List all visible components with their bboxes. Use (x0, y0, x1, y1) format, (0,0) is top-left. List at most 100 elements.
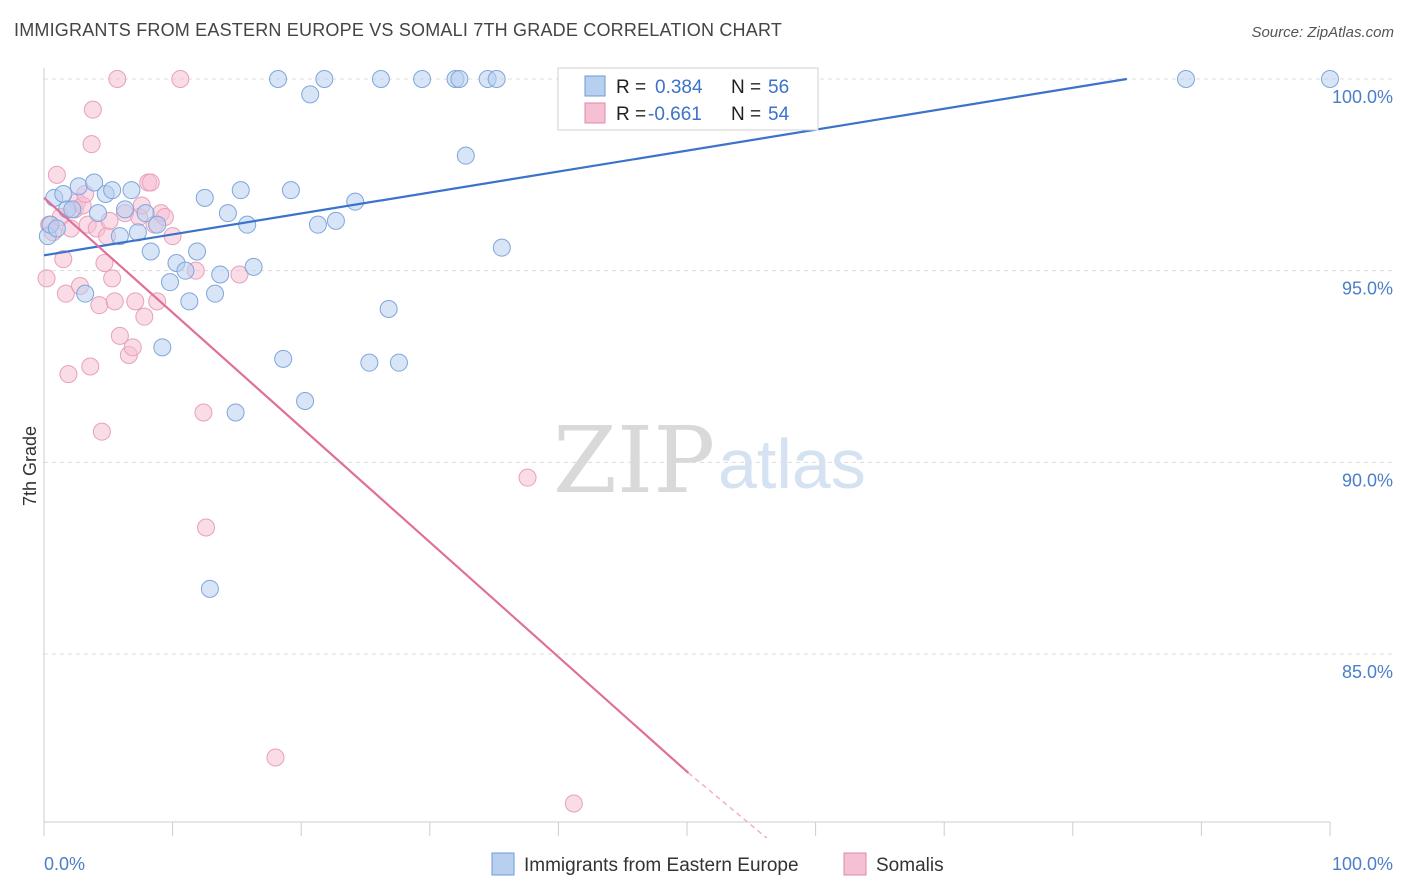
series-legend: Immigrants from Eastern Europe Somalis (491, 852, 944, 876)
somalis-point-6 (56, 284, 75, 303)
eastern-europe-point-42 (326, 211, 345, 230)
somalis-point-25 (105, 292, 124, 311)
eastern-europe-point-55 (1176, 70, 1195, 88)
somalis-trend-extension (687, 772, 768, 839)
somalis-point-27 (110, 326, 129, 345)
eastern-europe-point-39 (301, 85, 320, 104)
legend-n-value-blue: 56 (768, 77, 789, 98)
eastern-europe-point-24 (180, 292, 199, 311)
eastern-europe-point-44 (360, 353, 379, 372)
somalis-point-36 (141, 173, 160, 192)
legend-swatch-blue (584, 75, 606, 97)
eastern-europe-trend-line (43, 77, 1127, 257)
y-tick-label-0: 85.0% (1342, 662, 1393, 682)
eastern-europe-point-19 (148, 215, 167, 234)
series-legend-swatch-blue (491, 852, 515, 876)
eastern-europe-point-34 (244, 257, 263, 276)
y-tick-label-2: 95.0% (1342, 279, 1393, 299)
series-legend-label-blue: Immigrants from Eastern Europe (524, 855, 799, 876)
somalis-point-34 (135, 307, 154, 326)
eastern-europe-point-48 (413, 70, 432, 88)
somalis-point-0 (37, 269, 56, 288)
axes (43, 68, 1331, 836)
somalis-point-46 (230, 265, 249, 284)
eastern-europe-point-6 (63, 200, 82, 219)
eastern-europe-point-20 (153, 338, 172, 357)
eastern-europe-point-45 (371, 70, 390, 88)
watermark: ZIP atlas (553, 407, 866, 514)
somalis-point-45 (197, 518, 216, 537)
legend-n-value-pink: 54 (768, 104, 790, 125)
x-tick-label-1: 100.0% (1332, 854, 1393, 874)
watermark-atlas: atlas (718, 425, 866, 503)
somalis-point-20 (92, 422, 111, 441)
eastern-europe-point-4 (54, 185, 73, 203)
somalis-point-24 (103, 269, 122, 288)
eastern-europe-point-21 (161, 273, 180, 292)
somalis-trend-line (43, 197, 690, 774)
eastern-europe-point-50 (450, 70, 469, 88)
eastern-europe-point-41 (315, 70, 334, 88)
eastern-europe-point-23 (176, 261, 195, 280)
somalis-point-30 (123, 338, 142, 357)
eastern-europe-point-33 (238, 215, 257, 234)
eastern-europe-point-15 (122, 181, 141, 200)
eastern-europe-point-7 (69, 177, 88, 196)
y-tick-label-3: 100.0% (1332, 87, 1393, 107)
somalis-point-5 (54, 250, 73, 269)
eastern-europe-point-31 (226, 403, 245, 422)
chart-source: Source: ZipAtlas.com (1251, 24, 1394, 41)
eastern-europe-point-29 (211, 265, 230, 284)
somalis-point-47 (266, 748, 285, 767)
somalis-point-38 (148, 292, 167, 311)
somalis-point-3 (47, 165, 66, 184)
eastern-europe-point-10 (89, 204, 108, 223)
somalis-point-21 (95, 254, 114, 272)
grid-lines (44, 78, 1395, 655)
series-legend-swatch-pink (843, 852, 867, 876)
y-tick-label-1: 90.0% (1342, 470, 1393, 490)
eastern-europe-point-53 (487, 70, 506, 88)
somalis-point-49 (564, 794, 583, 813)
eastern-europe-point-51 (456, 146, 475, 165)
eastern-europe-point-28 (206, 284, 225, 303)
eastern-europe-point-27 (200, 579, 219, 598)
somalis-point-48 (518, 468, 537, 487)
somalis-point-44 (194, 403, 213, 422)
legend-r-value-pink: -0.661 (648, 104, 702, 125)
eastern-europe-point-36 (274, 349, 293, 368)
legend-r-label-pink: R = (616, 104, 646, 125)
somalis-point-31 (126, 292, 145, 311)
series-legend-label-pink: Somalis (876, 855, 944, 876)
legend-swatch-pink (584, 102, 606, 124)
trend-lines (43, 77, 1127, 839)
eastern-europe-point-9 (85, 173, 104, 192)
somalis-point-26 (108, 70, 127, 88)
somalis-point-7 (59, 365, 78, 384)
eastern-europe-point-25 (188, 242, 207, 261)
x-tick-label-0: 0.0% (44, 854, 85, 874)
somalis-point-15 (81, 357, 100, 376)
y-axis-label: 7th Grade (20, 426, 40, 506)
legend-n-label-blue: N = (731, 77, 761, 98)
eastern-europe-point-37 (281, 181, 300, 200)
eastern-europe-point-35 (269, 70, 288, 88)
eastern-europe-point-3 (47, 219, 66, 238)
eastern-europe-point-46 (379, 300, 398, 318)
legend-r-value-blue: 0.384 (655, 77, 703, 98)
watermark-zip: ZIP (553, 407, 715, 514)
eastern-europe-point-17 (136, 204, 155, 223)
eastern-europe-point-26 (195, 188, 214, 207)
eastern-europe-point-12 (103, 181, 122, 200)
somalis-point-16 (82, 135, 101, 154)
eastern-europe-point-18 (141, 242, 160, 261)
eastern-europe-point-32 (231, 181, 250, 200)
eastern-europe-point-56 (1321, 70, 1339, 88)
correlation-legend: R = 0.384 N = 56 R = -0.661 N = 54 (557, 67, 819, 131)
legend-n-label-pink: N = (731, 104, 761, 125)
somalis-point-19 (90, 296, 109, 315)
eastern-europe-point-30 (218, 204, 237, 223)
eastern-europe-point-14 (116, 200, 135, 219)
eastern-europe-point-40 (308, 215, 327, 234)
